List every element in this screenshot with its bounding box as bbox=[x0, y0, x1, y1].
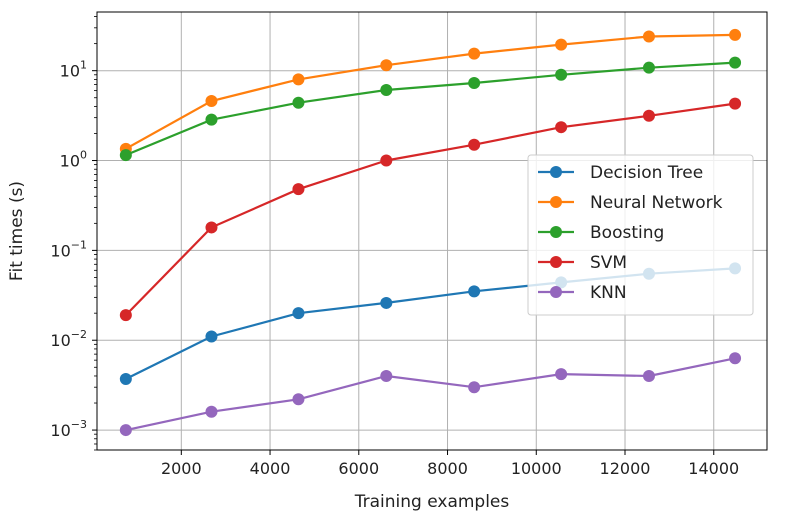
data-point-knn bbox=[292, 393, 305, 406]
legend-marker-knn bbox=[550, 286, 562, 298]
data-point-neural-network bbox=[555, 38, 568, 51]
data-point-boosting bbox=[468, 76, 481, 89]
data-point-boosting bbox=[380, 83, 393, 96]
data-point-knn bbox=[642, 369, 655, 382]
tick-layer: 2000 4000 6000 8000 10000 12000 14000 10−3 10−2 1… bbox=[50, 16, 739, 478]
x-axis-label: Training examples bbox=[354, 492, 510, 512]
legend-marker-svm bbox=[550, 256, 562, 268]
data-point-svm bbox=[468, 138, 481, 151]
data-point-knn bbox=[468, 381, 481, 394]
data-point-svm bbox=[292, 183, 305, 196]
legend-label-decision-tree: Decision Tree bbox=[590, 163, 703, 183]
x-tick-label: 4000 bbox=[250, 459, 291, 478]
data-point-decision-tree bbox=[292, 307, 305, 320]
data-point-boosting bbox=[205, 113, 218, 126]
data-point-svm bbox=[380, 154, 393, 167]
data-point-decision-tree bbox=[119, 373, 132, 386]
legend-label-boosting: Boosting bbox=[590, 223, 664, 243]
data-point-boosting bbox=[729, 56, 742, 69]
legend-marker-boosting bbox=[550, 226, 562, 238]
x-tick-label: 14000 bbox=[688, 459, 739, 478]
x-tick-label: 8000 bbox=[427, 459, 468, 478]
data-point-svm bbox=[555, 121, 568, 134]
data-point-knn bbox=[119, 424, 132, 437]
legend-marker-decision-tree bbox=[550, 166, 562, 178]
data-point-svm bbox=[642, 109, 655, 122]
y-tick-label: 10−2 bbox=[50, 328, 87, 350]
data-point-neural-network bbox=[468, 47, 481, 60]
y-axis-label: Fit times (s) bbox=[7, 181, 27, 281]
data-point-boosting bbox=[119, 149, 132, 162]
y-tick-label: 101 bbox=[60, 59, 87, 81]
data-point-knn bbox=[555, 368, 568, 381]
data-point-svm bbox=[119, 309, 132, 322]
y-tick-label: 100 bbox=[60, 149, 87, 171]
series-line-boosting bbox=[125, 61, 736, 157]
legend-label-svm: SVM bbox=[590, 253, 627, 273]
data-point-neural-network bbox=[729, 28, 742, 41]
x-tick-label: 12000 bbox=[600, 459, 651, 478]
y-tick-label: 10−3 bbox=[50, 418, 87, 440]
legend-box bbox=[527, 154, 754, 316]
series-layer bbox=[119, 28, 742, 437]
data-point-neural-network bbox=[292, 73, 305, 86]
series-line-svm bbox=[125, 102, 736, 316]
data-point-knn bbox=[380, 369, 393, 382]
data-point-neural-network bbox=[642, 30, 655, 43]
data-point-decision-tree bbox=[205, 330, 218, 343]
y-tick-label: 10−1 bbox=[50, 238, 87, 260]
series-line-knn bbox=[125, 357, 736, 432]
legend-label-knn: KNN bbox=[590, 283, 627, 303]
x-tick-label: 2000 bbox=[161, 459, 202, 478]
data-point-neural-network bbox=[380, 59, 393, 72]
data-point-knn bbox=[205, 405, 218, 418]
data-point-svm bbox=[729, 97, 742, 110]
data-point-knn bbox=[729, 352, 742, 365]
data-point-svm bbox=[205, 221, 218, 234]
data-point-boosting bbox=[292, 96, 305, 109]
legend-marker-neural-network bbox=[550, 196, 562, 208]
data-point-neural-network bbox=[205, 94, 218, 107]
x-tick-label: 6000 bbox=[338, 459, 379, 478]
plot-frame bbox=[96, 11, 768, 451]
legend: Decision Tree Neural Network Boosting SVM KN… bbox=[527, 154, 754, 316]
data-point-decision-tree bbox=[468, 285, 481, 298]
x-tick-label: 10000 bbox=[511, 459, 562, 478]
series-line-neural-network bbox=[125, 33, 736, 150]
data-point-decision-tree bbox=[380, 296, 393, 309]
data-point-boosting bbox=[555, 68, 568, 81]
legend-label-neural-network: Neural Network bbox=[590, 193, 723, 213]
data-point-boosting bbox=[642, 61, 655, 74]
